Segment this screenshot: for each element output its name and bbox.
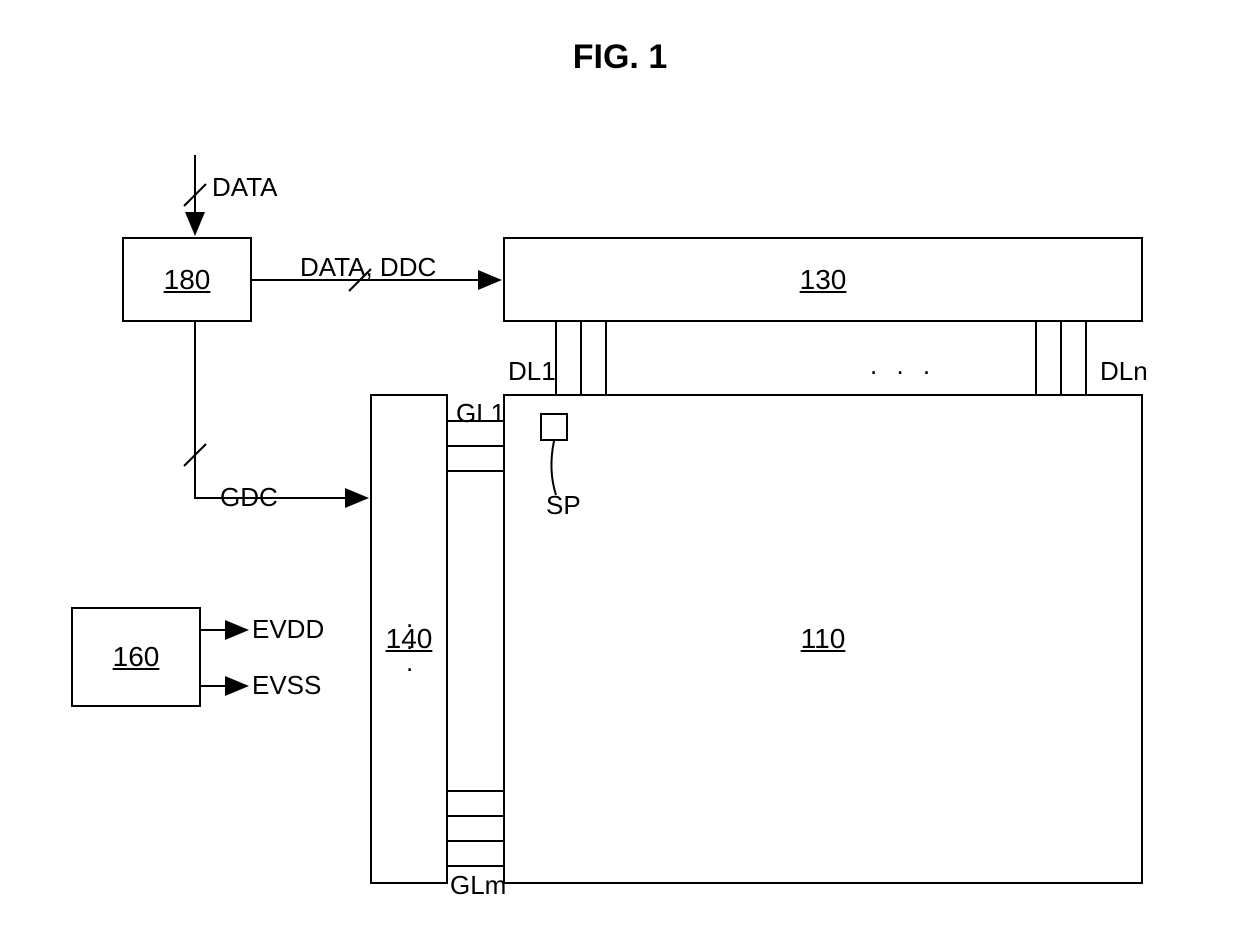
block-110-label: 110	[801, 623, 846, 655]
block-160: 160	[71, 607, 201, 707]
figure-title: FIG. 1	[0, 38, 1240, 77]
label-data-ddc: DATA, DDC	[300, 252, 436, 283]
gl-stub	[448, 815, 503, 817]
gl-stub	[448, 840, 503, 842]
subpixel-box-sp	[540, 413, 568, 441]
gl-stub	[448, 445, 503, 447]
label-sp: SP	[546, 490, 581, 521]
dl-stub	[605, 322, 607, 394]
label-dln: DLn	[1100, 356, 1148, 387]
label-dl-ellipsis: . . .	[870, 350, 936, 381]
dl-stub	[555, 322, 557, 394]
dl-stub	[1060, 322, 1062, 394]
dl-stub	[580, 322, 582, 394]
label-evdd: EVDD	[252, 614, 324, 645]
block-180-label: 180	[164, 264, 211, 296]
arrow-gdc	[195, 322, 367, 498]
gl-stub	[448, 420, 503, 422]
block-180: 180	[122, 237, 252, 322]
block-130: 130	[503, 237, 1143, 322]
label-gdc: GDC	[220, 482, 278, 513]
slash-gdc	[184, 444, 206, 466]
slash-data-in	[184, 184, 206, 206]
block-130-label: 130	[800, 264, 847, 296]
gl-stub	[448, 865, 503, 867]
dl-stub	[1035, 322, 1037, 394]
label-data-in: DATA	[212, 172, 277, 203]
block-160-label: 160	[113, 641, 160, 673]
label-glm: GLm	[450, 870, 506, 901]
gl-stub	[448, 470, 503, 472]
label-dl1: DL1	[508, 356, 556, 387]
dl-stub	[1085, 322, 1087, 394]
label-evss: EVSS	[252, 670, 321, 701]
block-110-panel: 110	[503, 394, 1143, 884]
gl-stub	[448, 790, 503, 792]
label-gl-dot-3: .	[406, 647, 413, 678]
label-gl1: GL1	[456, 398, 505, 429]
